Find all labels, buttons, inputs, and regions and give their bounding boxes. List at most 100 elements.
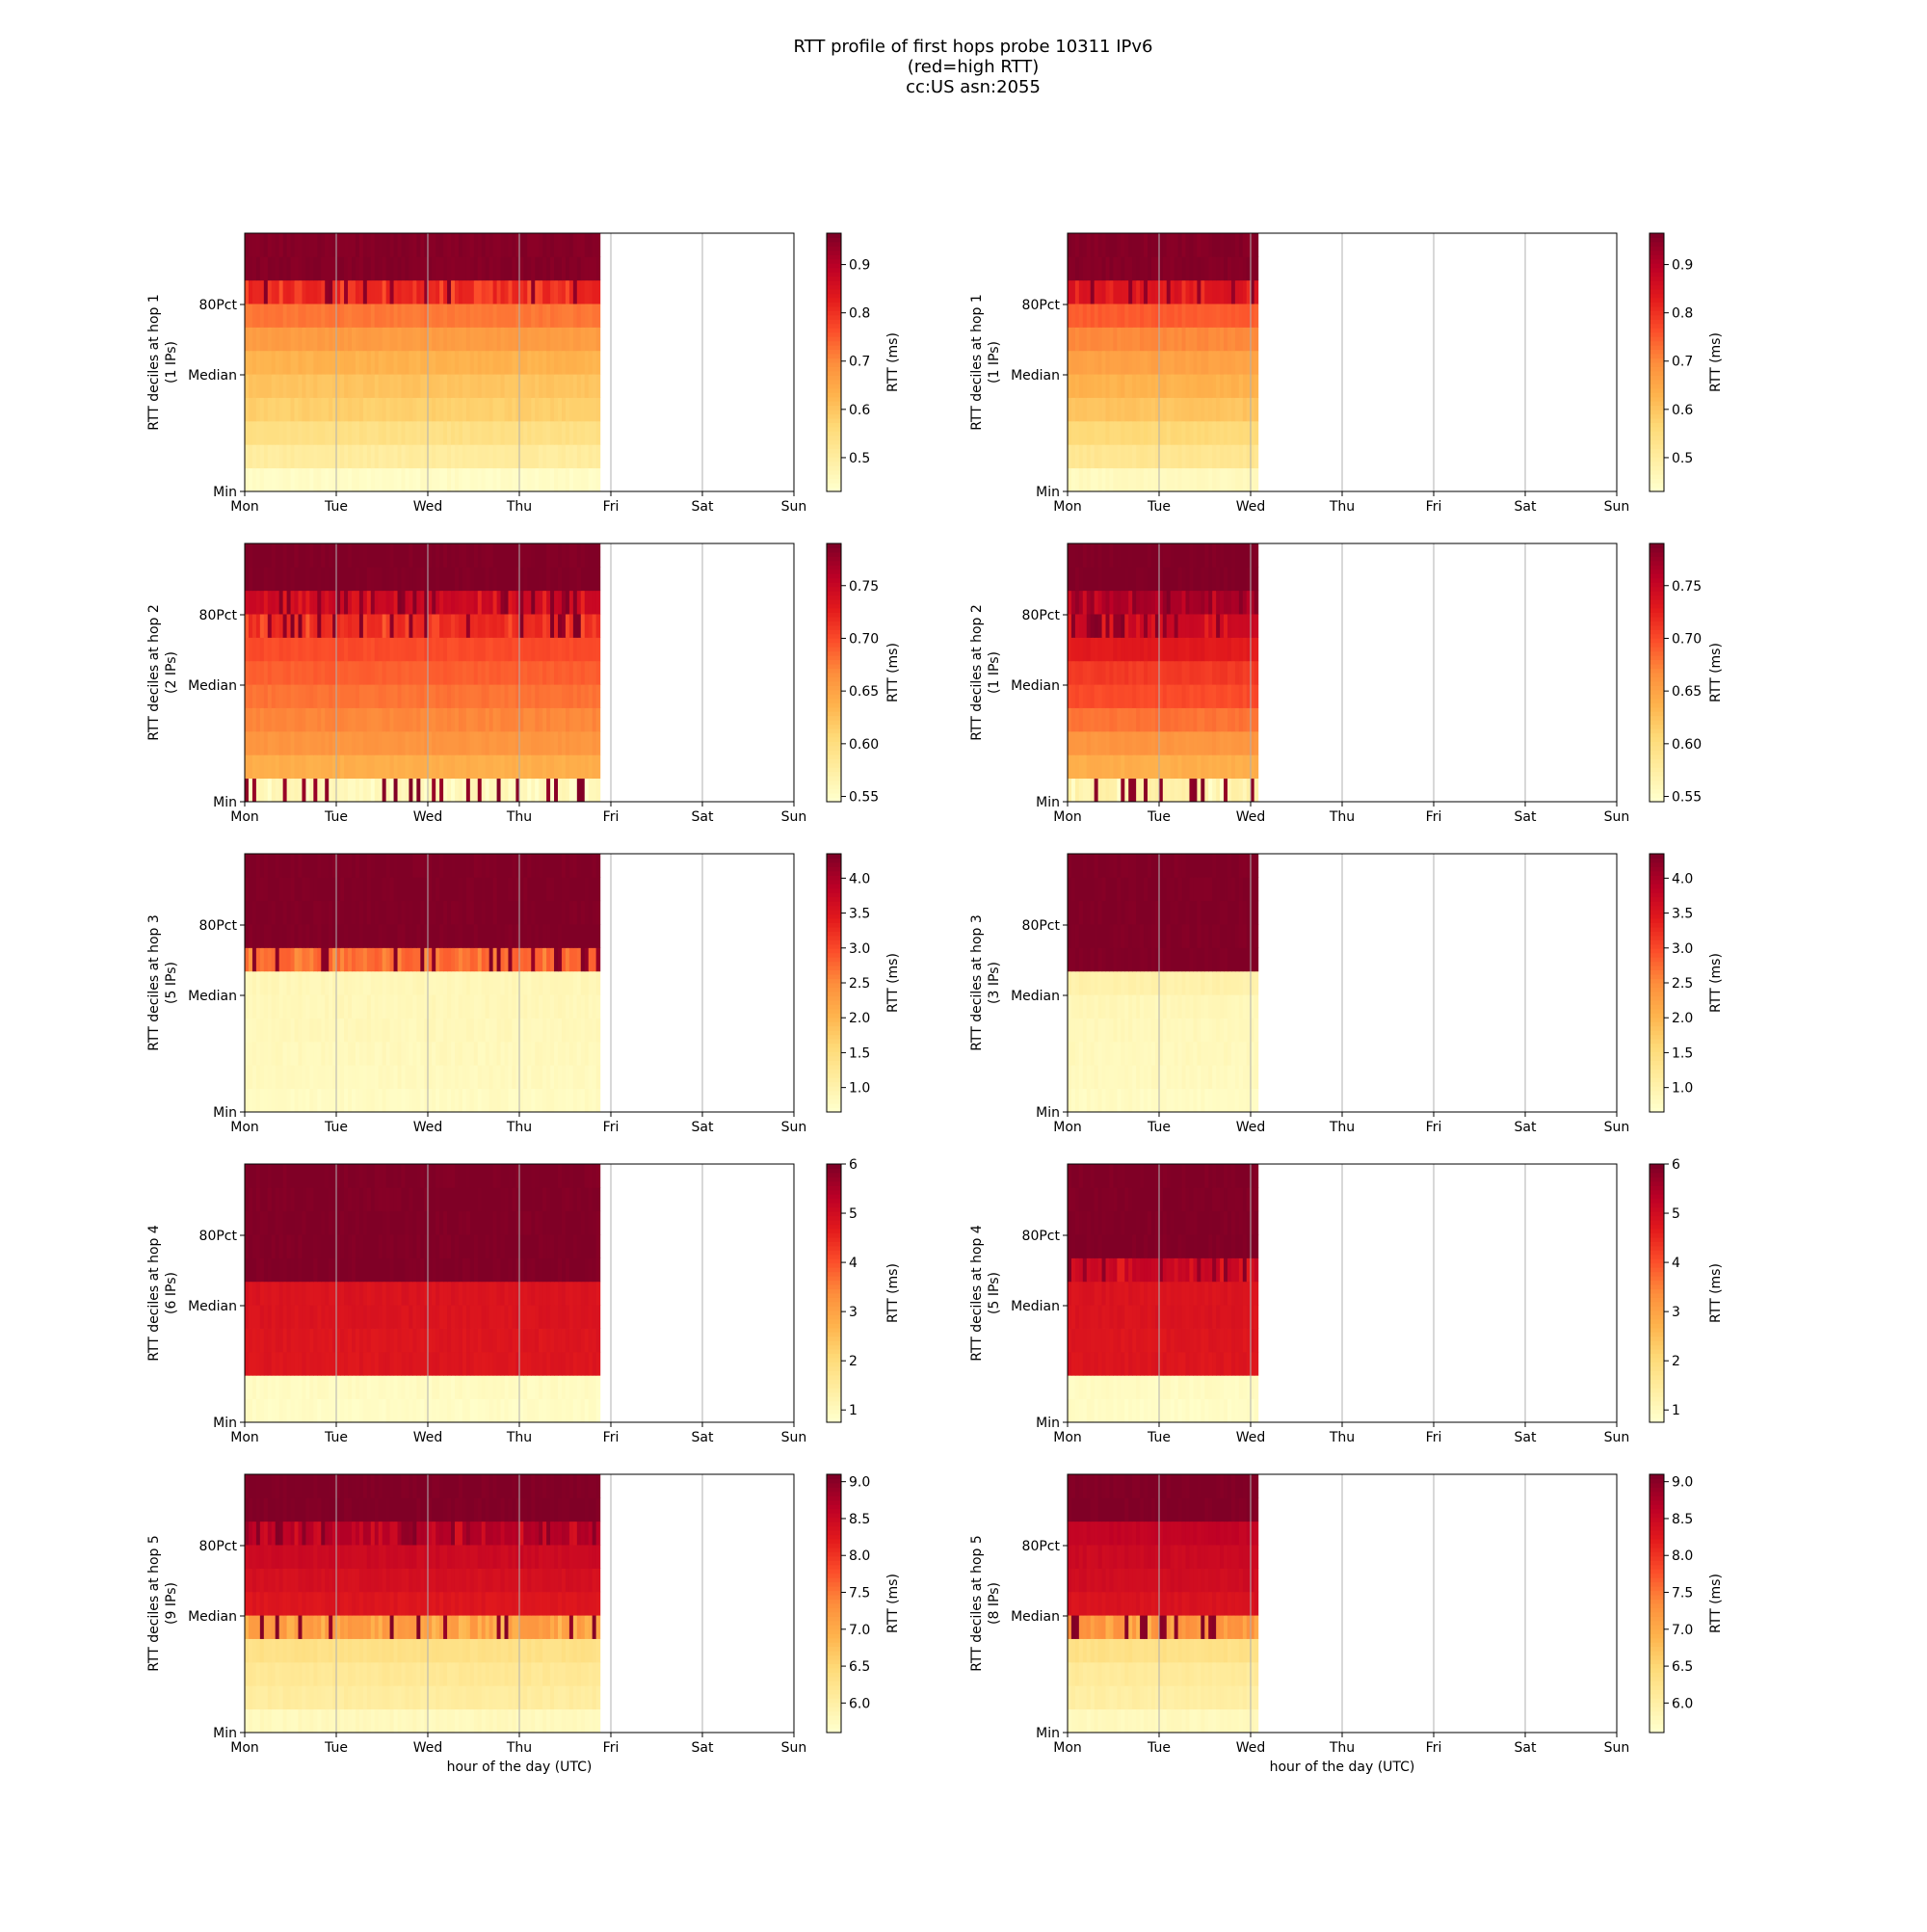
heatmap-cell — [1171, 731, 1175, 755]
heatmap-cell — [245, 421, 250, 445]
heatmap-cell — [313, 684, 318, 708]
heatmap-cell — [291, 543, 296, 568]
heatmap-cell — [489, 421, 494, 445]
heatmap-cell — [1075, 374, 1080, 398]
heatmap-cell — [1098, 684, 1103, 708]
heatmap-cell — [1163, 444, 1168, 468]
heatmap-cell — [462, 971, 467, 995]
heatmap-cell — [436, 374, 440, 398]
heatmap-cell — [1132, 421, 1137, 445]
heatmap-cell — [302, 854, 306, 878]
heatmap-cell — [1216, 444, 1221, 468]
colorbar-tick-label: 0.8 — [1672, 306, 1693, 322]
heatmap-cell — [313, 567, 318, 591]
heatmap-cell — [550, 567, 555, 591]
heatmap-cell — [459, 591, 463, 615]
heatmap-cell — [1148, 1065, 1152, 1089]
heatmap-cell — [1254, 304, 1259, 328]
heatmap-cell — [321, 567, 326, 591]
heatmap-cell — [486, 280, 490, 304]
heatmap-cell — [1098, 468, 1103, 492]
heatmap-cell — [1144, 661, 1148, 685]
heatmap-cell — [508, 994, 513, 1019]
heatmap-cell — [459, 398, 463, 422]
heatmap-cell — [291, 233, 296, 257]
heatmap-cell — [577, 1065, 582, 1089]
heatmap-cell — [416, 947, 421, 971]
heatmap-cell — [352, 398, 356, 422]
heatmap-cell — [539, 708, 543, 732]
heatmap-cell — [379, 1089, 383, 1113]
heatmap-cell — [1113, 280, 1118, 304]
heatmap-cell — [482, 567, 487, 591]
heatmap-cell — [1148, 1042, 1152, 1066]
heatmap-cell — [340, 924, 345, 948]
y-tick-label: 80Pct — [199, 608, 238, 623]
heatmap-cell — [1243, 731, 1248, 755]
heatmap-cell — [291, 731, 296, 755]
heatmap-cell — [1128, 994, 1133, 1019]
heatmap-cell — [276, 327, 280, 351]
heatmap-cell — [398, 256, 403, 280]
heatmap-cell — [1208, 444, 1213, 468]
heatmap-cell — [550, 1042, 555, 1066]
heatmap-cell — [276, 614, 280, 638]
heatmap-cell — [1189, 256, 1194, 280]
heatmap-cell — [359, 877, 364, 901]
heatmap-cell — [249, 351, 253, 375]
heatmap-cell — [486, 256, 490, 280]
heatmap-cell — [569, 1042, 574, 1066]
heatmap-cell — [287, 901, 292, 925]
heatmap-cell — [1171, 256, 1175, 280]
heatmap-cell — [1193, 398, 1198, 422]
heatmap-cell — [1144, 1019, 1148, 1043]
heatmap-cell — [390, 614, 395, 638]
heatmap-cell — [455, 614, 460, 638]
heatmap-cell — [325, 684, 330, 708]
heatmap-cell — [1197, 1089, 1201, 1113]
heatmap-cell — [428, 543, 433, 568]
heatmap-cell — [558, 901, 563, 925]
heatmap-cell — [1091, 398, 1095, 422]
colorbar-segment — [827, 1056, 841, 1061]
heatmap-cell — [1204, 708, 1209, 732]
heatmap-cell — [1224, 280, 1228, 304]
heatmap-cell — [1159, 351, 1164, 375]
heatmap-cell — [546, 708, 551, 732]
colorbar-segment — [827, 298, 841, 303]
heatmap-cell — [459, 444, 463, 468]
heatmap-cell — [562, 374, 567, 398]
heatmap-cell — [505, 398, 510, 422]
heatmap-cell — [1243, 351, 1248, 375]
heatmap-cell — [1178, 233, 1183, 257]
heatmap-cell — [317, 924, 322, 948]
colorbar-segment — [1650, 634, 1664, 639]
heatmap-cell — [1109, 779, 1114, 803]
heatmap-cell — [245, 614, 250, 638]
heatmap-cell — [470, 421, 475, 445]
heatmap-cell — [279, 754, 284, 779]
heatmap-cell — [1091, 351, 1095, 375]
heatmap-cell — [455, 901, 460, 925]
heatmap-cell — [344, 708, 349, 732]
title-line-1: RTT profile of first hops probe 10311 IP… — [794, 37, 1153, 57]
heatmap-cell — [596, 994, 601, 1019]
colorbar-segment — [827, 591, 841, 595]
heatmap-cell — [1189, 233, 1194, 257]
heatmap-cell — [527, 468, 532, 492]
heatmap-cell — [398, 947, 403, 971]
heatmap-cell — [554, 591, 559, 615]
heatmap-cell — [371, 637, 376, 661]
heatmap-cell — [260, 614, 265, 638]
heatmap-cell — [1182, 374, 1187, 398]
heatmap-cell — [497, 854, 502, 878]
heatmap-cell — [596, 708, 601, 732]
heatmap-cell — [416, 304, 421, 328]
heatmap-cell — [1083, 708, 1088, 732]
heatmap-cell — [569, 374, 574, 398]
heatmap-cell — [455, 971, 460, 995]
colorbar-segment — [1650, 384, 1664, 388]
heatmap-cell — [581, 708, 586, 732]
heatmap-cell — [577, 854, 582, 878]
heatmap-cell — [1159, 708, 1164, 732]
